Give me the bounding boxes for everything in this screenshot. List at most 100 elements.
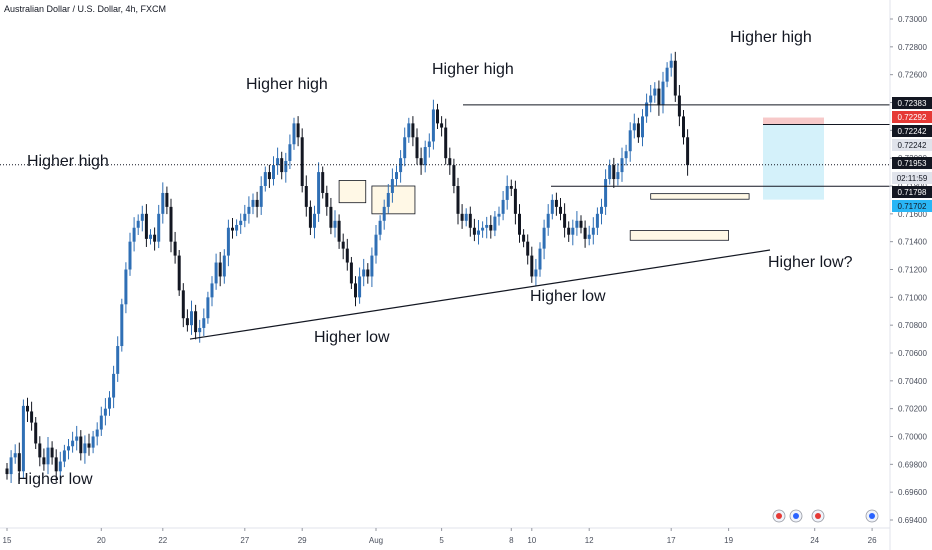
candle-body: [5, 468, 9, 475]
price-tag-label: 0.71702: [898, 202, 927, 211]
events-layer[interactable]: [772, 509, 879, 523]
candle-body: [333, 220, 337, 228]
candle-body: [87, 443, 91, 448]
candle-body: [71, 440, 75, 447]
candle-body: [464, 213, 468, 221]
price-tags-layer: 0.72383 0.72292 0.72242 0.72242 0.71953 02:11…: [892, 97, 932, 212]
candle-body: [415, 137, 419, 159]
price-tag-label: 0.72292: [898, 113, 927, 122]
take-profit-zone: [763, 124, 824, 200]
x-tick-label: 24: [810, 536, 819, 545]
candle-body: [354, 283, 357, 298]
candle-body: [181, 290, 185, 319]
candle-body: [600, 206, 603, 214]
candle-body: [276, 158, 280, 166]
candle-body: [50, 447, 54, 458]
candle-body: [190, 311, 193, 326]
candle-body: [653, 88, 657, 96]
price-axis[interactable]: 0.730000.728000.726000.724000.722000.720…: [889, 0, 927, 550]
price-tag-label: 02:11:59: [897, 174, 928, 183]
y-tick-label: 0.71400: [898, 238, 927, 247]
x-tick-label: 22: [158, 536, 167, 545]
candle-body: [202, 318, 206, 328]
candle-body: [99, 415, 103, 430]
annotation-label: Higher high: [246, 76, 328, 93]
candle-body: [272, 165, 275, 180]
price-tag-label: 0.72383: [898, 99, 927, 108]
candle-body: [587, 234, 591, 239]
candle-body: [321, 172, 325, 193]
candle-body: [136, 220, 140, 228]
x-tick-label: 5: [439, 536, 444, 545]
candle-body: [144, 213, 148, 239]
candle-body: [673, 60, 677, 96]
x-tick-label: 19: [724, 536, 733, 545]
event-flag-icon: [815, 513, 821, 519]
candle-body: [243, 213, 247, 221]
candle-body: [563, 213, 567, 228]
candle-body: [661, 81, 665, 106]
lines-layer: [0, 104, 890, 340]
candle-body: [116, 346, 120, 374]
candle-body: [149, 234, 152, 239]
candle-body: [481, 227, 485, 231]
candle-body: [591, 227, 595, 235]
price-tag: [892, 97, 932, 109]
demand-zone-2: [650, 193, 750, 200]
candle-body: [554, 199, 558, 207]
candle-body: [583, 227, 587, 239]
candle-body: [628, 130, 632, 152]
candle-body: [509, 186, 513, 189]
x-tick-label: 10: [527, 536, 536, 545]
supply-zone-1: [338, 180, 367, 204]
candle-body: [575, 220, 579, 228]
candle-body: [522, 234, 526, 242]
candle-body: [280, 158, 284, 173]
candle-body: [407, 123, 411, 138]
candle-body: [399, 158, 403, 173]
candle-body: [30, 411, 34, 423]
candle-body: [460, 213, 464, 221]
y-tick-label: 0.70400: [898, 377, 927, 386]
candle-body: [9, 457, 13, 475]
price-tag: [892, 172, 932, 184]
x-tick-label: 8: [509, 536, 514, 545]
candle-body: [296, 123, 300, 138]
candle-body: [448, 158, 452, 166]
price-tag-label: 0.72242: [898, 141, 927, 150]
candle-body: [103, 408, 107, 416]
candle-body: [550, 199, 554, 214]
y-tick-label: 0.71200: [898, 266, 927, 275]
candle-body: [62, 450, 66, 462]
candles-layer: [5, 51, 690, 483]
time-axis[interactable]: 15 20 22 27 29 Aug 5 8 10 12 17 19 24 26: [0, 527, 890, 545]
candle-body: [267, 172, 271, 180]
candle-body: [329, 206, 333, 228]
candle-body: [247, 206, 251, 214]
annotations-layer: Higher high Higher high Higher high Higher …: [17, 29, 853, 488]
candle-body: [489, 224, 493, 231]
y-tick-label: 0.69800: [898, 460, 927, 469]
candle-body: [530, 255, 534, 277]
price-tag: [892, 186, 932, 198]
candle-body: [95, 429, 99, 437]
y-tick-label: 0.70200: [898, 405, 927, 414]
y-tick-label: 0.71600: [898, 210, 927, 219]
candle-body: [259, 186, 263, 207]
candle-body: [83, 443, 87, 454]
candle-body: [362, 269, 366, 277]
candle-body: [26, 405, 29, 412]
price-tag-label: 0.71953: [898, 159, 927, 168]
candle-body: [579, 220, 583, 228]
x-tick-label: Aug: [369, 536, 383, 545]
candle-body: [505, 186, 509, 200]
candle-body: [395, 172, 398, 180]
candle-body: [13, 453, 17, 458]
candle-body: [112, 373, 116, 398]
price-tag: [892, 111, 932, 123]
candle-body: [665, 67, 669, 82]
candle-body: [571, 227, 575, 235]
y-tick-label: 0.73000: [898, 15, 927, 24]
candle-body: [308, 206, 312, 228]
